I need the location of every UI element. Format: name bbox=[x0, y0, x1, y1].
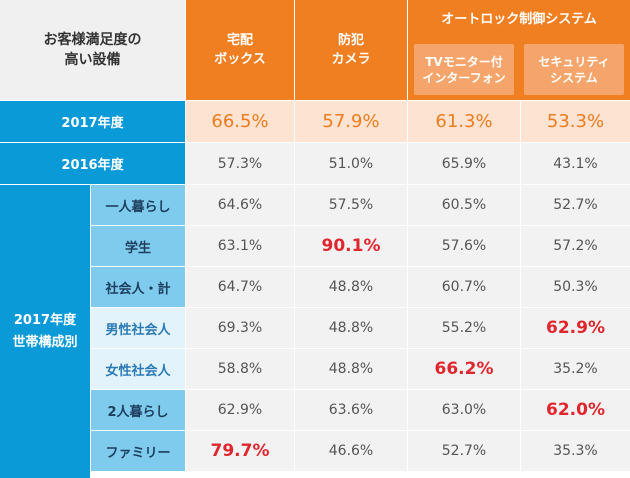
cell-one-person-delivery-box: 64.6% bbox=[186, 185, 294, 225]
cell-2016-security-camera: 51.0% bbox=[295, 143, 407, 184]
column-group-title: オートロック制御システム bbox=[441, 12, 597, 27]
cell-2016-security-system: 43.1% bbox=[521, 143, 630, 184]
row-label-2016: 2016年度 bbox=[0, 143, 185, 184]
cell-family-security-camera: 46.6% bbox=[295, 431, 407, 471]
cell-working-total-delivery-box: 64.7% bbox=[186, 267, 294, 307]
cell-two-person-tv-intercom: 63.0% bbox=[408, 390, 520, 430]
row-label-working-total: 社会人・計 bbox=[91, 267, 185, 307]
row-label-2017: 2017年度 bbox=[0, 101, 185, 142]
cell-working-female-delivery-box: 58.8% bbox=[186, 349, 294, 389]
group-label-household: 2017年度 世帯構成別 bbox=[0, 185, 90, 478]
cell-two-person-security-system: 62.0% bbox=[521, 390, 630, 430]
cell-working-male-delivery-box: 69.3% bbox=[186, 308, 294, 348]
cell-student-delivery-box: 63.1% bbox=[186, 226, 294, 266]
cell-working-female-tv-intercom: 66.2% bbox=[408, 349, 520, 389]
cell-2016-tv-intercom: 65.9% bbox=[408, 143, 520, 184]
cell-working-female-security-system: 35.2% bbox=[521, 349, 630, 389]
cell-2017-delivery-box: 66.5% bbox=[186, 101, 294, 142]
cell-2017-security-system: 53.3% bbox=[521, 101, 630, 142]
cell-working-male-security-system: 62.9% bbox=[521, 308, 630, 348]
cell-family-tv-intercom: 52.7% bbox=[408, 431, 520, 471]
cell-two-person-security-camera: 63.6% bbox=[295, 390, 407, 430]
cell-working-male-tv-intercom: 55.2% bbox=[408, 308, 520, 348]
table-title: お客様満足度の 高い設備 bbox=[0, 0, 185, 100]
row-label-working-female: 女性社会人 bbox=[91, 349, 185, 389]
cell-working-male-security-camera: 48.8% bbox=[295, 308, 407, 348]
cell-one-person-tv-intercom: 60.5% bbox=[408, 185, 520, 225]
row-label-student: 学生 bbox=[91, 226, 185, 266]
cell-student-security-system: 57.2% bbox=[521, 226, 630, 266]
cell-student-security-camera: 90.1% bbox=[295, 226, 407, 266]
cell-family-security-system: 35.3% bbox=[521, 431, 630, 471]
row-label-two-person: 2人暮らし bbox=[91, 390, 185, 430]
column-header-security-camera: 防犯 カメラ bbox=[295, 0, 407, 100]
cell-student-tv-intercom: 57.6% bbox=[408, 226, 520, 266]
cell-one-person-security-camera: 57.5% bbox=[295, 185, 407, 225]
cell-family-delivery-box: 79.7% bbox=[186, 431, 294, 471]
cell-working-female-security-camera: 48.8% bbox=[295, 349, 407, 389]
cell-2016-delivery-box: 57.3% bbox=[186, 143, 294, 184]
cell-working-total-security-camera: 48.8% bbox=[295, 267, 407, 307]
cell-two-person-delivery-box: 62.9% bbox=[186, 390, 294, 430]
cell-2017-security-camera: 57.9% bbox=[295, 101, 407, 142]
cell-working-total-tv-intercom: 60.7% bbox=[408, 267, 520, 307]
cell-2017-tv-intercom: 61.3% bbox=[408, 101, 520, 142]
cell-one-person-security-system: 52.7% bbox=[521, 185, 630, 225]
column-header-delivery-box: 宅配 ボックス bbox=[186, 0, 294, 100]
row-label-family: ファミリー bbox=[91, 431, 185, 471]
column-header-tv-intercom: TVモニター付 インターフォン bbox=[414, 44, 514, 95]
cell-working-total-security-system: 50.3% bbox=[521, 267, 630, 307]
row-label-one-person: 一人暮らし bbox=[91, 185, 185, 225]
row-label-working-male: 男性社会人 bbox=[91, 308, 185, 348]
column-header-security-system: セキュリティ システム bbox=[524, 44, 624, 95]
